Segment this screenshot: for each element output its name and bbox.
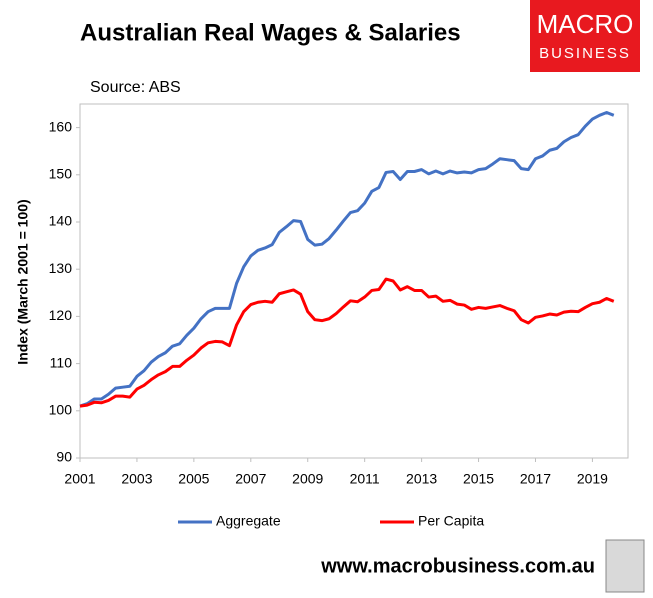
y-tick-label: 120 [49, 307, 73, 323]
x-tick-label: 2007 [235, 471, 266, 487]
x-tick-label: 2009 [292, 471, 323, 487]
legend-label: Per Capita [418, 513, 484, 529]
logo-text: BUSINESS [539, 45, 631, 62]
x-tick-label: 2013 [406, 471, 437, 487]
footer: www.macrobusiness.com.au [320, 555, 595, 577]
x-tick-label: 2011 [350, 471, 380, 487]
x-tick-label: 2019 [577, 471, 608, 487]
y-tick-label: 140 [49, 213, 73, 229]
y-tick-label: 100 [49, 402, 73, 418]
plot-frame [79, 103, 629, 459]
logo-text: MACRO [537, 9, 634, 39]
y-axis-label: Index (March 2001 = 100) [15, 199, 31, 364]
y-tick-label: 150 [49, 166, 73, 182]
x-tick-label: 2005 [178, 471, 209, 487]
x-tick-label: 2015 [463, 471, 494, 487]
chart-subtitle: Source: ABS [90, 79, 181, 96]
x-tick-label: 2001 [64, 471, 95, 487]
y-tick-label: 130 [49, 260, 73, 276]
chart-title: Australian Real Wages & Salaries [80, 19, 461, 46]
x-tick-label: 2003 [121, 471, 152, 487]
y-tick-label: 160 [49, 118, 73, 134]
x-tick-label: 2017 [520, 471, 551, 487]
y-tick-label: 90 [56, 449, 72, 465]
legend-label: Aggregate [216, 513, 281, 529]
series-line [79, 277, 615, 408]
fox-icon [605, 539, 645, 593]
logo-box [530, 0, 640, 72]
series-line [79, 111, 615, 408]
y-tick-label: 110 [50, 354, 73, 370]
